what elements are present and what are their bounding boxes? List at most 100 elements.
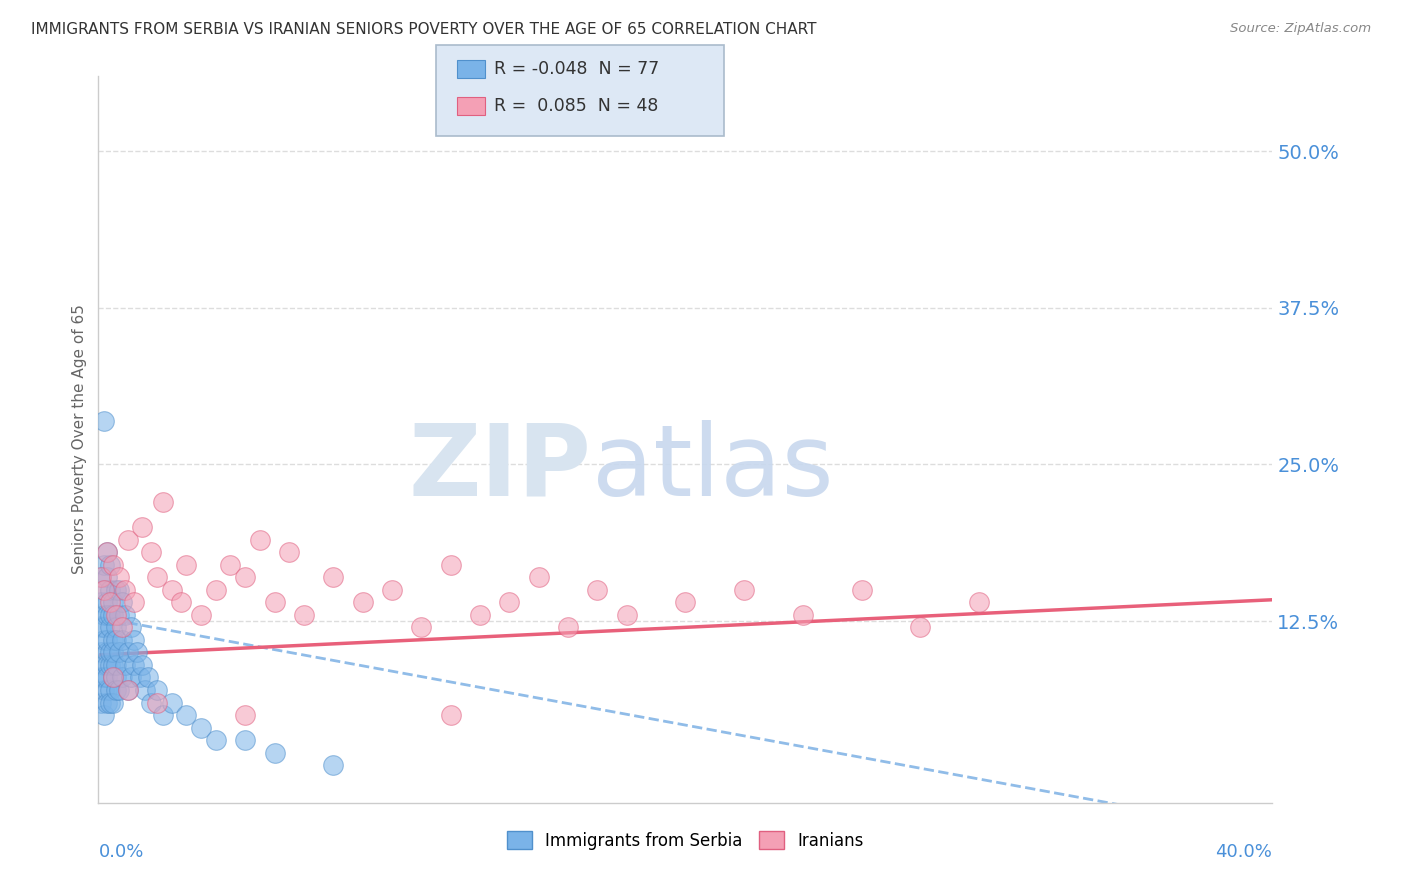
Y-axis label: Seniors Poverty Over the Age of 65: Seniors Poverty Over the Age of 65 [72, 304, 87, 574]
Point [98, 620, 121, 634]
Point [98, 657, 121, 672]
Point [152, 708, 174, 723]
Point [105, 607, 128, 622]
Point [125, 645, 148, 659]
Point [278, 545, 301, 559]
Point [93, 683, 115, 698]
Point [233, 708, 256, 723]
Legend: Immigrants from Serbia, Iranians: Immigrants from Serbia, Iranians [501, 825, 870, 856]
Point [111, 620, 134, 634]
Point [160, 696, 183, 710]
Point [101, 558, 124, 572]
Point [98, 607, 121, 622]
Point [152, 495, 174, 509]
Text: 40.0%: 40.0% [1216, 843, 1272, 861]
Text: R = -0.048  N = 77: R = -0.048 N = 77 [494, 60, 659, 78]
Point [90, 595, 112, 609]
Text: atlas: atlas [592, 420, 834, 516]
Point [111, 670, 134, 684]
Point [263, 595, 285, 609]
Point [93, 620, 115, 634]
Point [114, 657, 136, 672]
Point [675, 595, 697, 609]
Point [169, 595, 191, 609]
Point [101, 632, 124, 647]
Point [233, 733, 256, 747]
Point [101, 670, 124, 684]
Point [616, 607, 638, 622]
Point [117, 533, 139, 547]
Point [108, 607, 131, 622]
Point [792, 607, 814, 622]
Point [105, 582, 128, 597]
Point [205, 733, 228, 747]
Point [108, 645, 131, 659]
Point [292, 607, 315, 622]
Point [322, 758, 344, 772]
Point [105, 632, 128, 647]
Point [108, 683, 131, 698]
Point [190, 607, 212, 622]
Point [111, 595, 134, 609]
Point [105, 683, 128, 698]
Point [176, 558, 198, 572]
Point [111, 632, 134, 647]
Point [90, 645, 112, 659]
Point [120, 620, 142, 634]
Point [128, 670, 150, 684]
Point [98, 582, 121, 597]
Point [122, 657, 145, 672]
Point [114, 582, 136, 597]
Point [96, 645, 118, 659]
Point [141, 696, 163, 710]
Point [146, 683, 169, 698]
Point [733, 582, 755, 597]
Point [117, 683, 139, 698]
Point [557, 620, 579, 634]
Point [96, 607, 118, 622]
Point [96, 545, 118, 559]
Point [101, 607, 124, 622]
Point [249, 533, 271, 547]
Point [205, 582, 228, 597]
Point [93, 413, 115, 427]
Point [93, 708, 115, 723]
Point [146, 696, 169, 710]
Point [190, 721, 212, 735]
Point [96, 570, 118, 584]
Point [96, 696, 118, 710]
Point [101, 645, 124, 659]
Point [90, 696, 112, 710]
Point [93, 582, 115, 597]
Point [101, 657, 124, 672]
Point [90, 620, 112, 634]
Point [108, 570, 131, 584]
Text: IMMIGRANTS FROM SERBIA VS IRANIAN SENIORS POVERTY OVER THE AGE OF 65 CORRELATION: IMMIGRANTS FROM SERBIA VS IRANIAN SENIOR… [31, 22, 817, 37]
Text: ZIP: ZIP [409, 420, 592, 516]
Point [219, 558, 242, 572]
Point [498, 595, 520, 609]
Point [90, 570, 112, 584]
Point [910, 620, 932, 634]
Point [101, 670, 124, 684]
Point [122, 595, 145, 609]
Point [108, 582, 131, 597]
Point [98, 645, 121, 659]
Point [96, 632, 118, 647]
Point [439, 558, 461, 572]
Point [93, 632, 115, 647]
Point [93, 657, 115, 672]
Point [381, 582, 404, 597]
Point [96, 545, 118, 559]
Point [98, 696, 121, 710]
Point [263, 746, 285, 760]
Point [101, 696, 124, 710]
Point [160, 582, 183, 597]
Point [96, 595, 118, 609]
Text: R =  0.085  N = 48: R = 0.085 N = 48 [494, 97, 658, 115]
Point [131, 657, 153, 672]
Point [136, 670, 159, 684]
Point [90, 670, 112, 684]
Point [105, 670, 128, 684]
Point [122, 632, 145, 647]
